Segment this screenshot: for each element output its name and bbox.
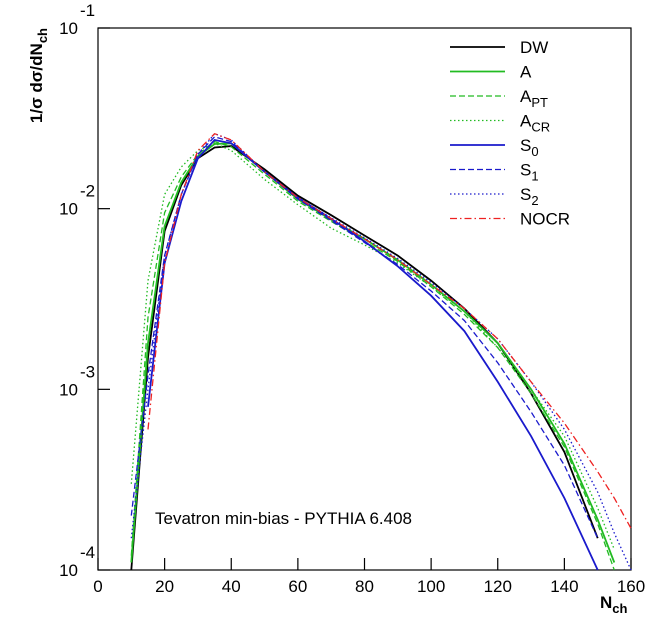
x-tick-label: 80 [355,577,374,596]
x-tick-label: 40 [222,577,241,596]
y-axis-title-main: 1/σ dσ/dN [27,43,46,123]
legend-name-sub: 1 [531,169,538,184]
y-tick-exponent: -3 [80,362,95,381]
x-tick-label: 0 [93,577,102,596]
y-tick-exponent: -2 [80,182,95,201]
y-tick-label: 10 [59,200,78,219]
legend-label: ACR [520,112,550,135]
series-line [147,139,599,571]
legend-label: S0 [520,136,539,159]
plot-frame [97,27,632,571]
legend-label: S1 [520,161,539,184]
legend-name: S [520,185,531,204]
x-tick-label: 60 [288,577,307,596]
x-axis-title: Nch [600,593,628,616]
series-line [130,132,632,571]
legend-name-sub: CR [531,120,550,135]
legend-name: A [520,87,532,106]
y-tick-base: 10 [59,561,78,580]
y-axis-title: 1/σ dσ/dNch [27,28,50,123]
y-tick-label: 10 [59,19,78,38]
x-tick-label: 160 [617,577,645,596]
series-line [130,142,615,550]
y-tick-base: 10 [59,19,78,38]
legend-label: DW [520,38,548,57]
series-line [130,140,615,571]
x-tick-label: 140 [550,577,578,596]
legend-label: A [520,63,532,82]
legend-name-sub: 0 [531,144,538,159]
x-tick-label: 20 [155,577,174,596]
y-tick-base: 10 [59,200,78,219]
legend-name: DW [520,38,548,57]
legend-label: S2 [520,185,539,208]
legend-label: APT [520,87,548,110]
y-axis-title-sub: ch [35,28,50,43]
y-tick-label: 10 [59,561,78,580]
x-axis-title-sub: ch [612,601,627,616]
series-line [130,142,616,563]
y-tick-exponent: -4 [80,543,95,562]
y-tick-label: 10 [59,380,78,399]
legend-label: NOCR [520,210,570,229]
legend-name: S [520,161,531,180]
legend-name: A [520,63,532,82]
legend-name: S [520,136,531,155]
y-tick-exponent: -1 [80,1,95,20]
annotation: Tevatron min-bias - PYTHIA 6.408 [155,509,412,528]
x-tick-label: 120 [484,577,512,596]
x-tick-label: 100 [417,577,445,596]
legend-name-sub: PT [531,95,548,110]
x-axis-title-main: N [600,593,612,612]
legend-name: A [520,112,532,131]
legend-name: NOCR [520,210,570,229]
series-line [147,132,632,529]
legend-name-sub: 2 [531,193,538,208]
y-tick-base: 10 [59,380,78,399]
